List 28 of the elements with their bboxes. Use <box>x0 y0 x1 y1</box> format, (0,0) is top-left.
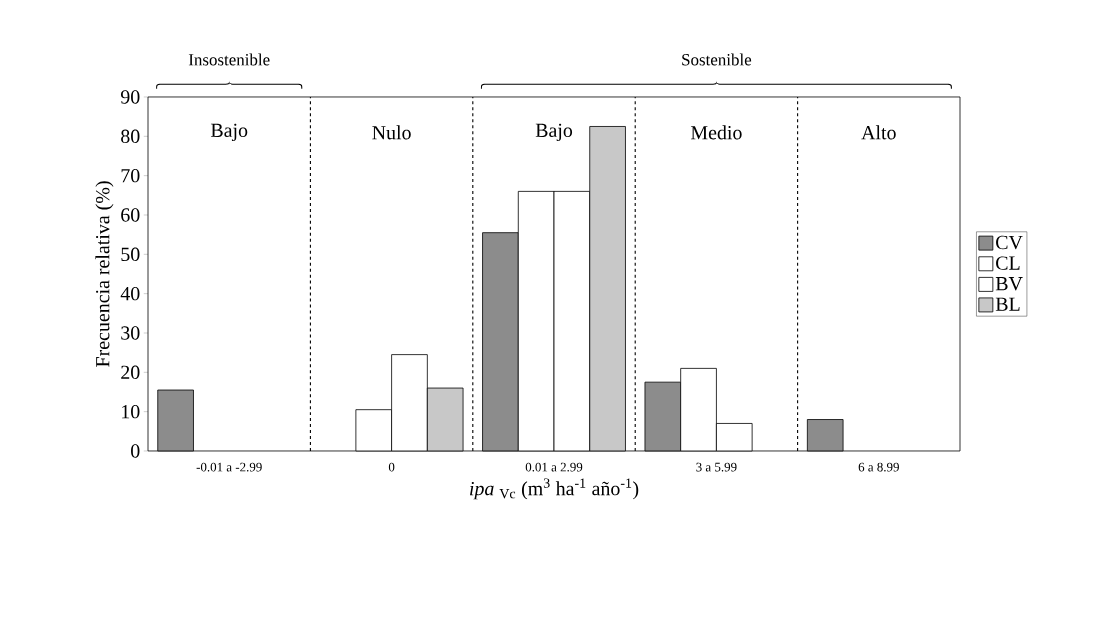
x-tick-label: 6 a 8.99 <box>858 462 899 472</box>
x-tick-label: 3 a 5.99 <box>696 462 737 472</box>
y-tick-label: 10 <box>122 404 140 419</box>
y-tick-label: 50 <box>121 247 140 262</box>
legend-label: CL <box>996 256 1020 270</box>
y-axis-title: Frecuencia relativa (%) <box>95 181 114 367</box>
y-tick-label: 40 <box>120 286 140 301</box>
annotation: Nulo <box>372 125 411 140</box>
y-tick-label: 0 <box>131 444 140 458</box>
y-tick-label: 20 <box>121 365 140 380</box>
y-tick-label: 90 <box>120 90 140 104</box>
annotation: Alto <box>861 125 896 140</box>
legend-label: CV <box>996 235 1023 250</box>
text: ipa $_{Vc}$ (m$^{3}$ ha$^{-1}$ año$^{-1}$) <box>470 478 639 500</box>
y-tick-label: 30 <box>121 326 140 340</box>
annotation: Bajo <box>535 123 573 142</box>
annotation: Medio <box>690 125 742 140</box>
legend-label: BL <box>995 297 1020 311</box>
y-tick-label: 80 <box>121 129 140 144</box>
y-tick-label: 60 <box>121 208 140 222</box>
annotation: Bajo <box>210 123 248 142</box>
text: Sostenible <box>682 53 752 66</box>
text: Insostenible <box>188 53 270 66</box>
x-tick-label: 0 <box>388 462 395 472</box>
x-tick-label: -0.01 a -2.99 <box>196 462 262 472</box>
legend-label: BV <box>995 277 1023 291</box>
y-tick-label: 70 <box>121 168 140 183</box>
x-tick-label: 0.01 a 2.99 <box>525 462 583 472</box>
